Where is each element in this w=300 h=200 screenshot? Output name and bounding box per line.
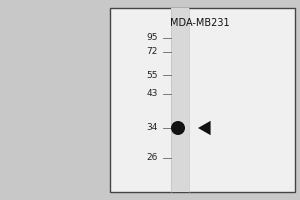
Bar <box>110 8 295 192</box>
Text: 26: 26 <box>147 154 158 162</box>
Ellipse shape <box>171 121 185 135</box>
Polygon shape <box>198 121 211 135</box>
Text: 95: 95 <box>146 33 158 43</box>
Text: 34: 34 <box>147 123 158 132</box>
Text: MDA-MB231: MDA-MB231 <box>170 18 230 28</box>
Text: 72: 72 <box>147 47 158 56</box>
Bar <box>171 8 189 192</box>
Text: 55: 55 <box>146 71 158 79</box>
Text: 43: 43 <box>147 90 158 98</box>
